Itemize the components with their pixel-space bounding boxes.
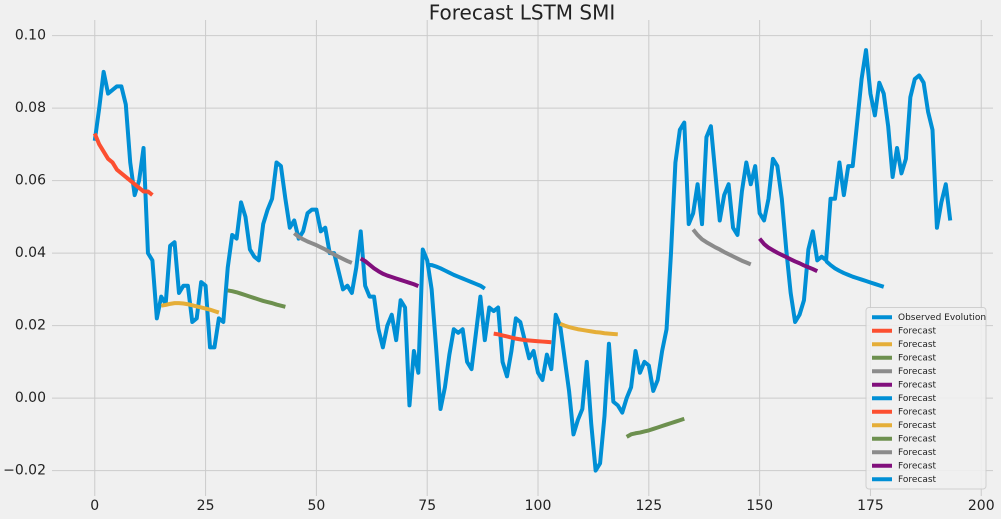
series-line — [625, 416, 685, 439]
series-line — [292, 231, 353, 265]
series-line — [493, 331, 552, 345]
legend-label: Forecast — [898, 421, 937, 431]
legend-label: Forecast — [898, 326, 937, 336]
series-line — [92, 132, 154, 197]
y-tick-label: 0.10 — [15, 28, 46, 44]
y-tick-label: −0.02 — [3, 463, 46, 479]
legend-label: Forecast — [898, 448, 937, 458]
y-tick-label: 0.06 — [15, 173, 46, 189]
series-line — [559, 321, 618, 337]
series-line — [92, 48, 953, 473]
y-tick-label: 0.04 — [15, 245, 46, 261]
series-line — [691, 228, 752, 267]
series-line — [359, 256, 420, 288]
y-tick-label: 0.08 — [15, 100, 46, 116]
x-tick-label: 25 — [197, 498, 215, 514]
legend-label: Forecast — [898, 394, 937, 404]
legend-label: Forecast — [898, 475, 937, 485]
chart-title: Forecast LSTM SMI — [429, 1, 616, 25]
x-tick-label: 0 — [90, 498, 99, 514]
x-tick-label: 100 — [525, 498, 552, 514]
x-tick-label: 200 — [968, 498, 995, 514]
legend-label: Forecast — [898, 461, 937, 471]
legend-label: Observed Evolution — [898, 313, 986, 323]
x-tick-label: 125 — [635, 498, 662, 514]
legend-label: Forecast — [898, 380, 937, 390]
series-line — [160, 301, 220, 315]
legend-label: Forecast — [898, 353, 937, 363]
legend-label: Forecast — [898, 407, 937, 417]
legend-label: Forecast — [898, 340, 937, 350]
series-line — [427, 262, 486, 291]
legend: Observed Evolution Forecast Forecast Foreca… — [865, 307, 987, 490]
legend-label: Forecast — [898, 367, 937, 377]
y-tick-label: 0.00 — [15, 390, 46, 406]
y-tick-label: 0.02 — [15, 318, 46, 334]
x-tick-label: 50 — [307, 498, 325, 514]
legend-label: Forecast — [898, 434, 937, 444]
series-line — [227, 288, 286, 309]
x-tick-label: 175 — [857, 498, 884, 514]
series-line — [824, 259, 885, 289]
series-line — [758, 237, 819, 274]
legend-box — [865, 307, 987, 490]
x-tick-label: 75 — [418, 498, 436, 514]
x-tick-label: 150 — [746, 498, 773, 514]
